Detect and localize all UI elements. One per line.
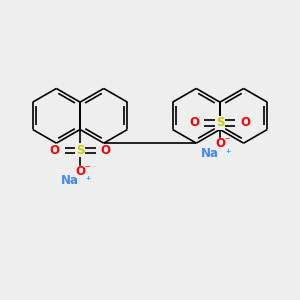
Text: O: O bbox=[100, 144, 110, 157]
Text: ⁻: ⁻ bbox=[84, 164, 90, 174]
Text: ⁺: ⁺ bbox=[225, 148, 230, 159]
Text: ⁻: ⁻ bbox=[224, 136, 230, 146]
Text: ⁺: ⁺ bbox=[85, 176, 91, 186]
Text: O: O bbox=[240, 116, 250, 130]
Text: S: S bbox=[76, 144, 84, 157]
Text: Na: Na bbox=[200, 147, 218, 160]
Text: S: S bbox=[216, 116, 224, 130]
Text: O: O bbox=[215, 137, 225, 150]
Text: O: O bbox=[75, 165, 85, 178]
Text: O: O bbox=[50, 144, 60, 157]
Text: O: O bbox=[190, 116, 200, 130]
Text: Na: Na bbox=[61, 174, 79, 188]
